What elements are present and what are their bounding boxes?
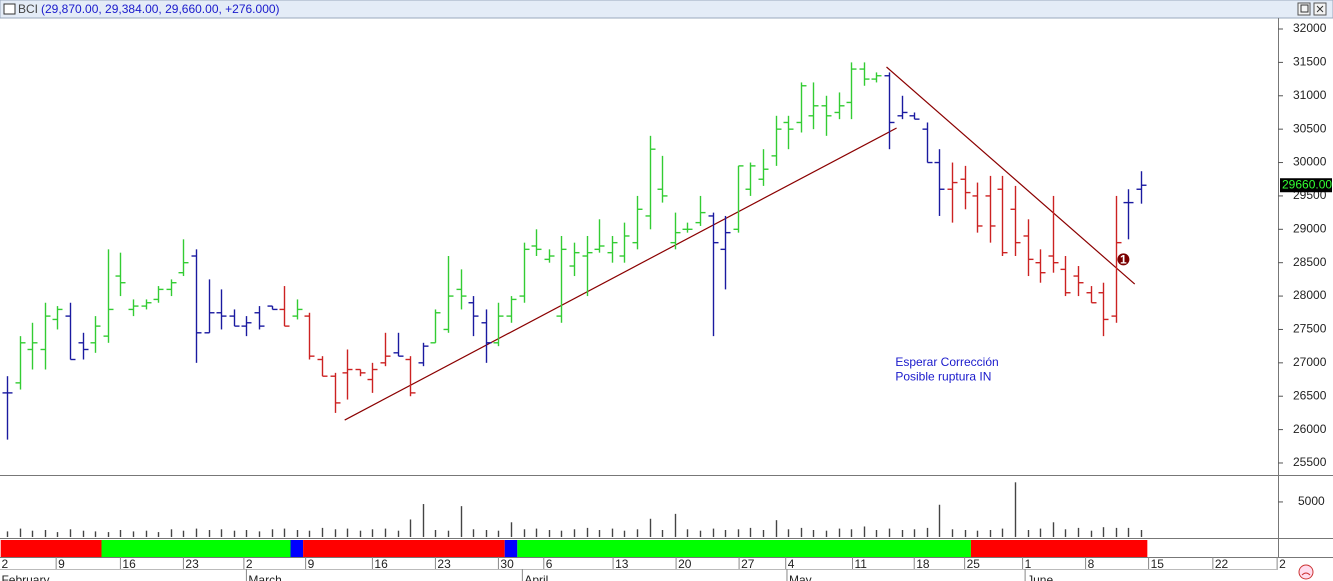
x-tick-label: 18 — [916, 557, 930, 571]
x-tick-label: 2 — [246, 557, 253, 571]
y-tick-label: 30000 — [1293, 155, 1327, 169]
trendline — [886, 66, 1136, 285]
month-label: June — [1027, 573, 1053, 581]
x-tick-label: 8 — [1088, 557, 1095, 571]
y-tick-label: 27500 — [1293, 322, 1327, 336]
x-tick-label: 15 — [1151, 557, 1165, 571]
x-tick-label: 9 — [58, 557, 65, 571]
x-tick-label: 23 — [437, 557, 451, 571]
regime-segment — [303, 540, 505, 557]
y-tick-label: 31500 — [1293, 55, 1327, 69]
y-tick-label: 29000 — [1293, 221, 1327, 235]
x-tick-label: 13 — [615, 557, 629, 571]
x-tick-label: 16 — [122, 557, 136, 571]
x-tick-label: 2 — [1279, 557, 1286, 571]
x-tick-label: 22 — [1215, 557, 1229, 571]
last-price-box — [1280, 178, 1332, 193]
status-icon[interactable] — [1298, 564, 1314, 580]
close-icon — [1316, 5, 1324, 13]
x-tick-label: 30 — [500, 557, 514, 571]
x-tick-label: 23 — [185, 557, 199, 571]
x-tick-label: 9 — [308, 557, 315, 571]
x-tick-label: 27 — [741, 557, 755, 571]
symbol: BCI — [18, 2, 38, 16]
month-label: February — [1, 573, 49, 581]
y-tick-label: 30500 — [1293, 121, 1327, 135]
regime-segment — [101, 540, 291, 557]
y-tick-label: 28000 — [1293, 288, 1327, 302]
x-tick-label: 6 — [546, 557, 553, 571]
y-tick-label: 28500 — [1293, 255, 1327, 269]
regime-segment — [0, 540, 102, 557]
window-icon — [3, 3, 16, 15]
trendline — [344, 127, 897, 421]
title-values: (29,870.00, 29,384.00, 29,660.00, +276.0… — [41, 2, 280, 16]
status-icon-mouth — [1301, 572, 1311, 576]
y-tick-label: 31000 — [1293, 88, 1327, 102]
regime-segment — [290, 540, 304, 557]
restore-icon — [1300, 4, 1309, 13]
x-tick-label: 4 — [788, 557, 795, 571]
regime-segment — [504, 540, 518, 557]
x-tick-label: 1 — [1025, 557, 1032, 571]
x-tick-label: 2 — [1, 557, 8, 571]
marker — [1117, 253, 1130, 266]
y-tick-label: 26500 — [1293, 388, 1327, 402]
month-label: March — [248, 573, 281, 581]
annotation: Posible ruptura IN — [895, 370, 991, 384]
y-tick-label: 27000 — [1293, 355, 1327, 369]
y-tick-label: 32000 — [1293, 21, 1327, 35]
y-tick-label: 26000 — [1293, 422, 1327, 436]
y-tick-label: 25500 — [1293, 455, 1327, 469]
title-bar — [0, 0, 1333, 19]
last-price-label: 29660.00 — [1282, 177, 1332, 191]
x-tick-label: 20 — [678, 557, 692, 571]
x-tick-label: 11 — [854, 557, 867, 571]
annotation: Esperar Corrección — [895, 355, 998, 369]
regime-segment — [517, 540, 971, 557]
x-tick-label: 16 — [374, 557, 388, 571]
marker-label: 1 — [1120, 253, 1127, 267]
month-label: April — [524, 573, 548, 581]
regime-segment — [970, 540, 1148, 557]
month-label: May — [789, 573, 812, 581]
volume-tick-label: 5000 — [1298, 494, 1325, 508]
x-tick-label: 25 — [967, 557, 981, 571]
